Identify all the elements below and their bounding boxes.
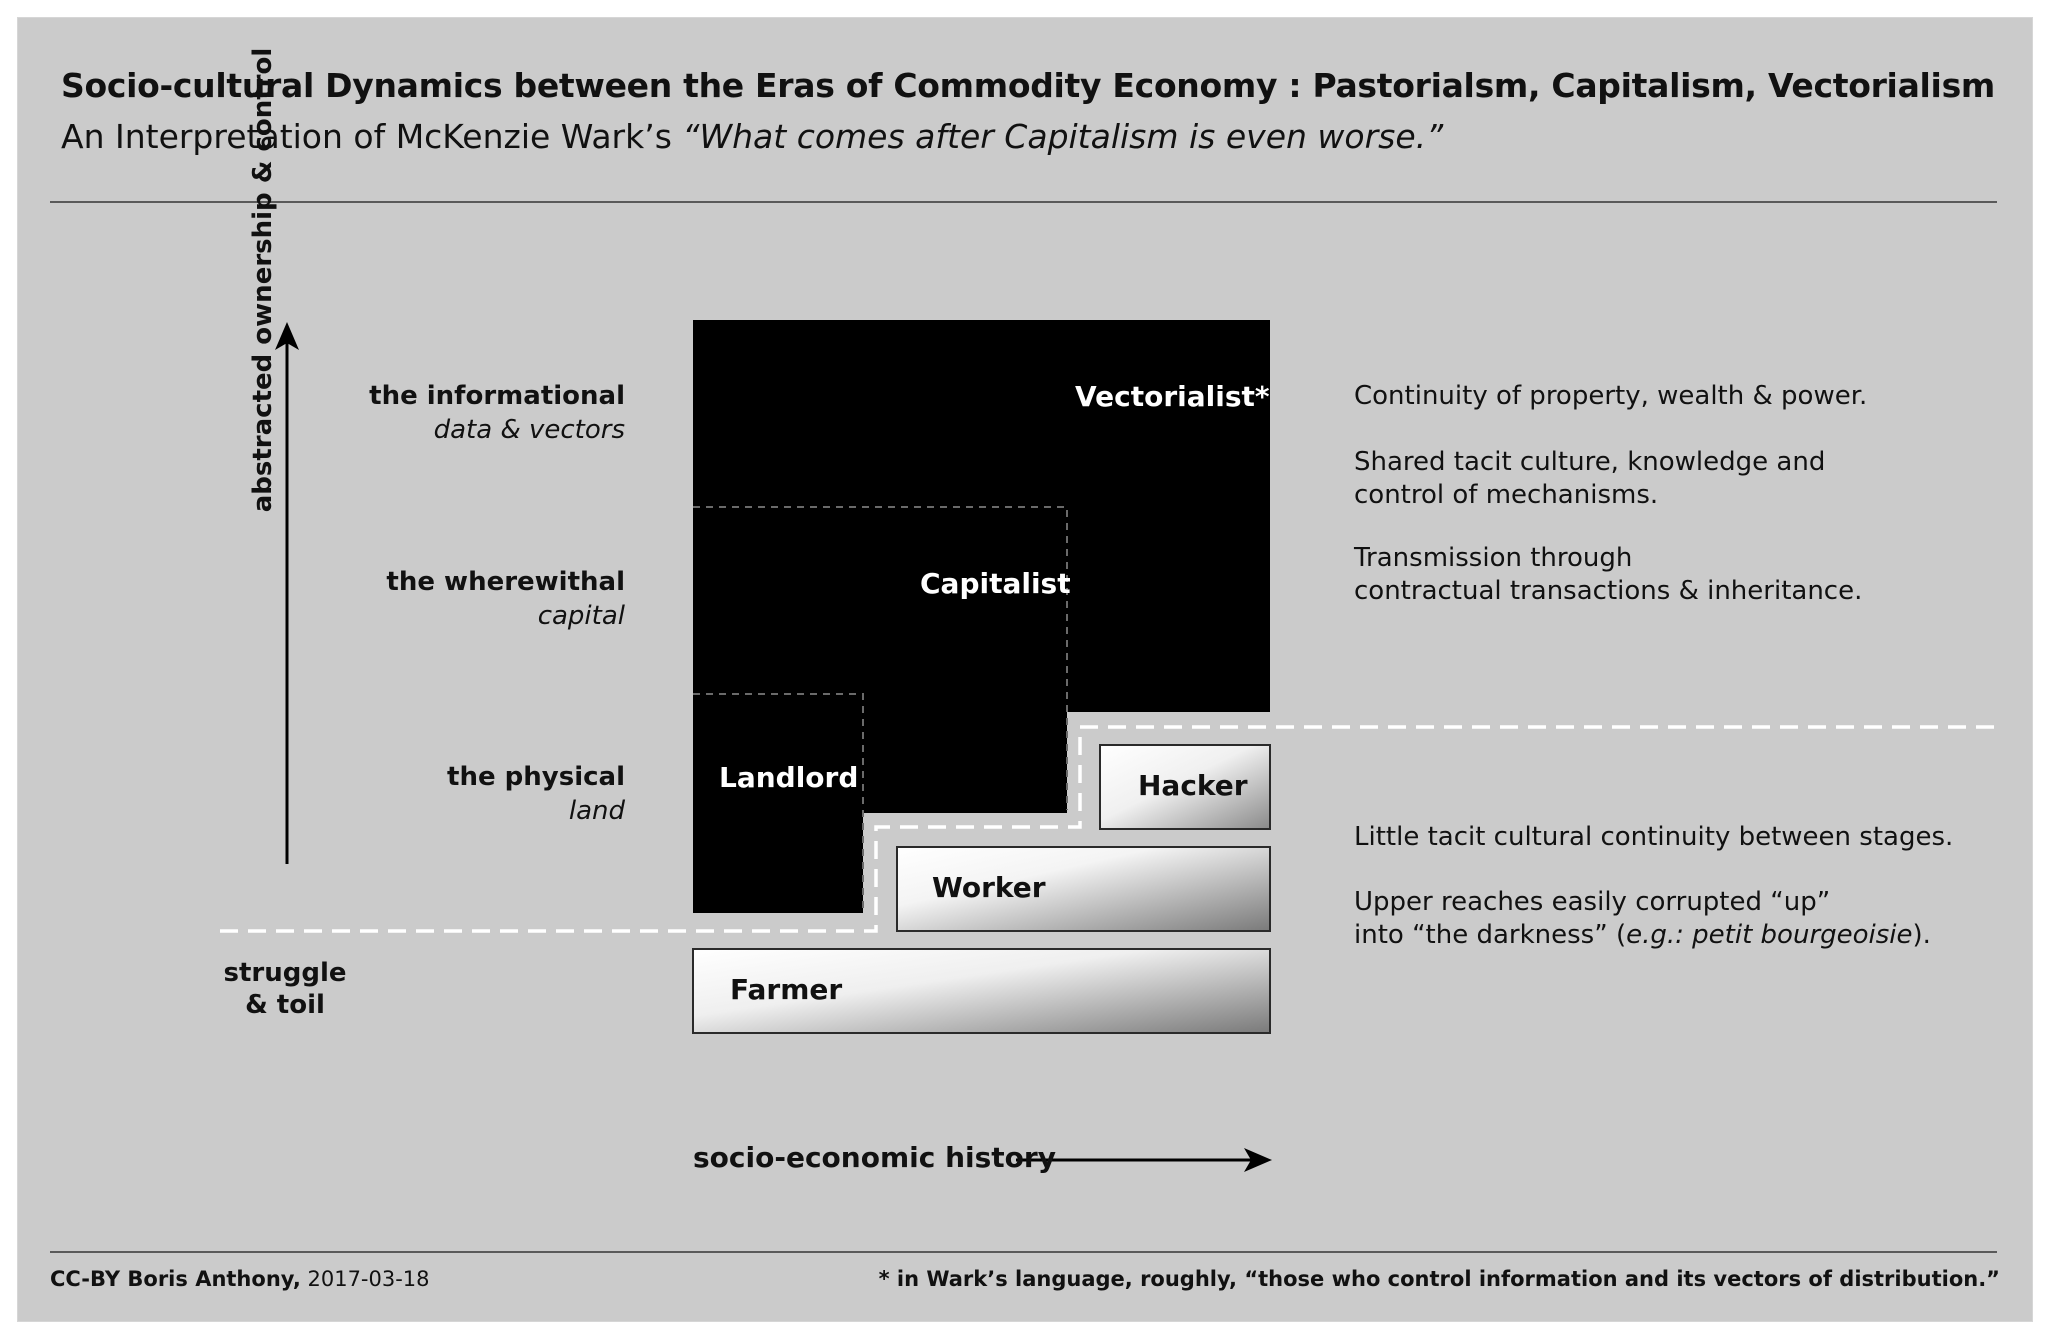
level-physical-subtitle: land [568, 796, 625, 826]
lower-desc-2-line2: into “the darkness” (e.g.: petit bourgeo… [1354, 919, 1931, 952]
subtitle-quote: “What comes after Capitalism is even wor… [682, 117, 1444, 156]
header-rule [50, 201, 1997, 203]
level-physical: the physical land [447, 760, 625, 828]
landlord-boundary [693, 693, 864, 911]
farmer-box [692, 948, 1271, 1034]
worker-box [896, 846, 1271, 932]
y-axis-arrowhead [275, 322, 299, 350]
diagram-title: Socio-cultural Dynamics between the Eras… [61, 66, 1995, 105]
capitalist-boundary [693, 506, 1068, 810]
upper-desc-3: Transmission through contractual transac… [1354, 542, 1862, 608]
y-axis-label: abstracted ownership & control [248, 47, 278, 513]
struggle-label: struggle & toil [215, 957, 355, 1021]
level-physical-title: the physical [447, 762, 625, 792]
level-informational-title: the informational [369, 381, 625, 411]
level-wherewithal-title: the wherewithal [386, 567, 625, 597]
upper-desc-1: Continuity of property, wealth & power. [1354, 381, 1868, 411]
lower-desc-2-line2-space [1684, 920, 1692, 950]
footer-rule [50, 1251, 1997, 1253]
x-axis-arrowhead [1244, 1148, 1272, 1172]
landlord-label: Landlord [719, 761, 859, 794]
upper-desc-3-line2: contractual transactions & inheritance. [1354, 576, 1863, 606]
level-wherewithal: the wherewithal capital [386, 565, 625, 633]
credit-date: 2017-03-18 [300, 1267, 430, 1291]
hacker-box [1099, 744, 1271, 830]
lower-desc-2-line2-eg: e.g.: [1626, 920, 1684, 950]
upper-desc-2-line1: Shared tacit culture, knowledge and [1354, 447, 1826, 477]
ruling-classes-shape [693, 320, 1270, 913]
lower-desc-2-line2-term: petit bourgeoisie [1692, 920, 1913, 950]
vectorialist-label: Vectorialist* [1075, 380, 1270, 413]
struggle-line2: & toil [245, 990, 325, 1020]
farmer-label: Farmer [730, 973, 843, 1006]
lower-desc-1: Little tacit cultural continuity between… [1354, 822, 1954, 852]
upper-desc-3-line1: Transmission through [1354, 543, 1633, 573]
level-wherewithal-subtitle: capital [537, 601, 625, 631]
upper-desc-2: Shared tacit culture, knowledge and cont… [1354, 446, 1825, 512]
hacker-label: Hacker [1138, 769, 1248, 802]
level-informational-subtitle: data & vectors [433, 415, 625, 445]
lower-desc-2-line2-end: ). [1912, 920, 1931, 950]
subtitle-prefix: An Interpretation of McKenzie Wark’s [61, 117, 672, 156]
footnote: * in Wark’s language, roughly, “those wh… [878, 1267, 2000, 1291]
level-informational: the informational data & vectors [369, 379, 625, 447]
diagram-subtitle: An Interpretation of McKenzie Wark’s “Wh… [61, 117, 1443, 156]
x-axis-label: socio-economic history [693, 1141, 1056, 1174]
lower-desc-2-line1: Upper reaches easily corrupted “up” [1354, 887, 1831, 917]
upper-desc-2-line2: control of mechanisms. [1354, 480, 1659, 510]
class-divide-line [220, 725, 2000, 933]
struggle-line1: struggle [223, 958, 347, 988]
credit-author: CC-BY Boris Anthony, [50, 1267, 301, 1291]
capitalist-label: Capitalist [920, 567, 1071, 600]
lower-desc-2-line2-a: into “the darkness” ( [1354, 920, 1627, 950]
lower-desc-2: Upper reaches easily corrupted “up” into… [1354, 886, 1931, 952]
credit: CC-BY Boris Anthony, 2017-03-18 [50, 1267, 430, 1291]
worker-label: Worker [932, 871, 1046, 904]
